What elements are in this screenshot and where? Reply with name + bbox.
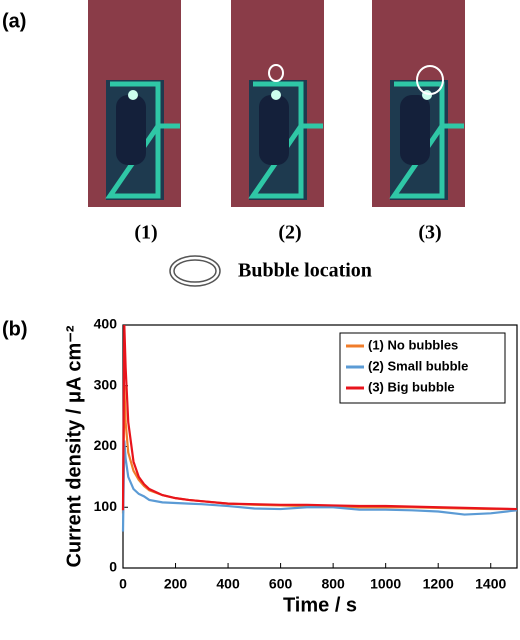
y-axis-label: Current density / μA cm⁻² [63, 325, 85, 567]
y-tick-label: 0 [109, 559, 117, 575]
x-tick-label: 1000 [370, 576, 401, 592]
x-tick-label: 400 [216, 576, 240, 592]
bubble-icon [169, 255, 221, 287]
chart: 0 100 200 300 400 0 200 400 600 800 1000 1200 1400 Ti… [63, 316, 518, 616]
x-tick-label: 0 [119, 576, 127, 592]
x-axis-label: Time / s [283, 594, 357, 616]
bubble-icon [173, 259, 217, 283]
photos [88, 0, 465, 207]
bubble-legend: Bubble location [238, 260, 372, 282]
photo [88, 0, 181, 207]
x-tick-label: 1400 [475, 576, 506, 592]
legend-label: (1) No bubbles [368, 337, 458, 352]
photo [372, 0, 465, 207]
data-line [121, 324, 518, 511]
x-tick-label: 200 [164, 576, 188, 592]
panel-label: (a) [2, 10, 26, 32]
legend: (1) No bubbles (2) Small bubble (3) Big bu… [339, 332, 506, 404]
data-line [121, 440, 518, 532]
y-tick-label: 400 [94, 316, 118, 332]
y-tick-label: 100 [94, 498, 118, 514]
panel-label: (b) [2, 318, 28, 340]
photo-label: (1) [134, 222, 157, 244]
legend-box [339, 332, 506, 404]
legend-label: (3) Big bubble [368, 379, 455, 394]
y-tick-label: 200 [94, 437, 118, 453]
data-line [121, 385, 517, 514]
x-tick-label: 800 [321, 576, 345, 592]
photo-label: (2) [278, 222, 301, 244]
photo-label: (3) [418, 222, 441, 244]
x-tick-label: 1200 [423, 576, 454, 592]
y-tick-label: 300 [94, 376, 118, 392]
photo [231, 0, 324, 207]
legend-label: (2) Small bubble [368, 358, 468, 373]
x-tick-label: 600 [269, 576, 293, 592]
